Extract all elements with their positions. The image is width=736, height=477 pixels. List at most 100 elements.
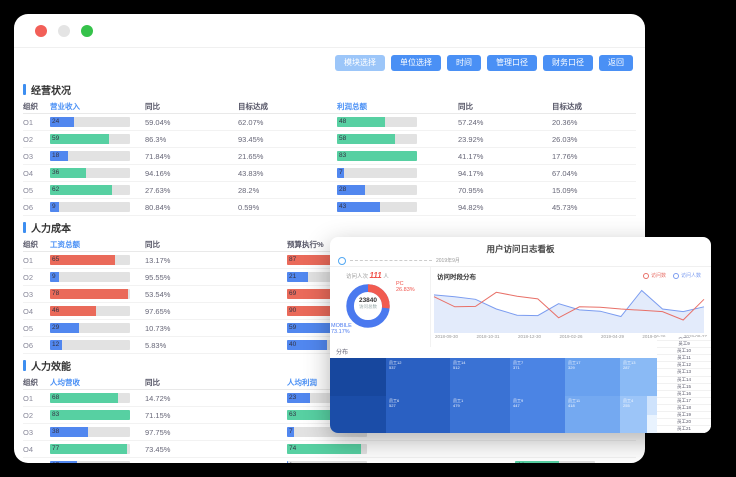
- treemap-cell[interactable]: 员工12 537: [386, 358, 450, 396]
- bar-track[interactable]: 87: [287, 255, 367, 265]
- treemap-cell[interactable]: 员工17 329: [565, 358, 620, 396]
- employee-list-item[interactable]: 员工21: [657, 426, 711, 433]
- bar-fill: [50, 185, 112, 195]
- bar-track[interactable]: 74: [287, 444, 367, 454]
- bar-track[interactable]: 12: [50, 340, 130, 350]
- toolbar-button-4[interactable]: 财务口径: [543, 55, 593, 71]
- treemap-title: 分布: [336, 350, 349, 356]
- toolbar: 模块选择 单位选择 时间 管理口径 财务口径 返回: [14, 48, 645, 78]
- treemap-cell[interactable]: 员工7 371: [510, 358, 565, 396]
- toolbar-button-5[interactable]: 返回: [599, 55, 633, 71]
- bar-fill: [50, 168, 86, 178]
- bar-fill: [50, 117, 74, 127]
- bar-track[interactable]: 29: [50, 323, 130, 333]
- bar-track[interactable]: 9: [50, 202, 130, 212]
- bar-track[interactable]: 59: [287, 323, 367, 333]
- employee-list-item[interactable]: 员工12: [657, 362, 711, 370]
- slider-track[interactable]: [350, 260, 432, 261]
- pct-value: 23.92%: [458, 134, 484, 144]
- treemap-cell[interactable]: 员工11 418: [565, 396, 620, 433]
- treemap-cell[interactable]: [330, 358, 386, 396]
- bar-track[interactable]: 90: [287, 306, 367, 316]
- visit-donut-chart[interactable]: 23840 访问总数: [345, 283, 391, 329]
- treemap-cell[interactable]: [647, 396, 657, 433]
- time-slider[interactable]: 2019年9月: [330, 255, 711, 267]
- col-header[interactable]: 工资总额: [50, 239, 80, 249]
- employee-list-item[interactable]: 员工15: [657, 384, 711, 391]
- bar-track[interactable]: 68: [50, 393, 130, 403]
- bar-cell: 29: [50, 323, 145, 333]
- bar-track[interactable]: 44: [515, 461, 595, 463]
- bar-track[interactable]: 83: [337, 151, 417, 161]
- toolbar-button-0[interactable]: 模块选择: [335, 55, 385, 71]
- bar-track[interactable]: 69: [287, 289, 367, 299]
- bar-track[interactable]: 18: [50, 151, 130, 161]
- employee-list-item[interactable]: 员工16: [657, 391, 711, 398]
- treemap-cell[interactable]: 员工13 287: [620, 358, 657, 396]
- visit-treemap[interactable]: 员工12 537 员工14 512 员工7 371 员工17 329 员工13 287 员工6 527…: [330, 358, 657, 433]
- bar-value: 38: [52, 428, 60, 435]
- bar-track[interactable]: 28: [337, 185, 417, 195]
- org-label: O4: [23, 306, 34, 316]
- treemap-cell[interactable]: 员工14 512: [450, 358, 510, 396]
- bar-track[interactable]: 46: [50, 306, 130, 316]
- employee-list-item[interactable]: 员工17: [657, 398, 711, 405]
- bar-track[interactable]: 59: [50, 134, 130, 144]
- bar-track[interactable]: 21: [287, 272, 367, 282]
- bar-track[interactable]: 65: [50, 255, 130, 265]
- bar-track[interactable]: 78: [50, 289, 130, 299]
- bar-track[interactable]: 9: [50, 272, 130, 282]
- treemap-cell[interactable]: 员工4 255: [620, 396, 647, 433]
- bar-track[interactable]: 58: [337, 134, 417, 144]
- employee-list-item[interactable]: 员工14: [657, 377, 711, 384]
- bar-track[interactable]: 36: [50, 168, 130, 178]
- employee-list-item[interactable]: 员工13: [657, 369, 711, 377]
- bar-fill: [337, 168, 344, 178]
- bar-track[interactable]: 63: [287, 410, 367, 420]
- treemap-cell[interactable]: 员工6 527: [386, 396, 450, 433]
- employee-list[interactable]: 员工8员工9员工10员工11员工12员工13员工14员工15员工16员工17员工…: [657, 337, 711, 433]
- bar-track[interactable]: 40: [287, 340, 367, 350]
- toolbar-button-1[interactable]: 单位选择: [391, 55, 441, 71]
- employee-list-item[interactable]: 员工18: [657, 405, 711, 413]
- bar-fill: [337, 134, 395, 144]
- minimize-window-button[interactable]: [58, 24, 70, 37]
- close-window-button[interactable]: [35, 24, 47, 37]
- line-chart[interactable]: [431, 282, 707, 334]
- bar-track[interactable]: 27: [50, 461, 130, 463]
- bar-track[interactable]: 38: [50, 427, 130, 437]
- treemap-cell[interactable]: [330, 396, 386, 433]
- employee-list-item[interactable]: 员工9: [657, 341, 711, 349]
- legend-item[interactable]: 访问人数: [672, 272, 701, 279]
- bar-track[interactable]: 77: [50, 444, 130, 454]
- bar-track[interactable]: 7: [337, 168, 417, 178]
- employee-list-item[interactable]: 员工19: [657, 412, 711, 420]
- col-header[interactable]: 人均利润: [287, 377, 317, 387]
- employee-list-item[interactable]: 员工8: [657, 337, 711, 342]
- bar-fill: [50, 202, 59, 212]
- toolbar-button-3[interactable]: 管理口径: [487, 55, 537, 71]
- bar-track[interactable]: 48: [337, 117, 417, 127]
- bar-value: 43: [339, 203, 347, 210]
- bar-track[interactable]: 62: [50, 185, 130, 195]
- slider-handle-icon[interactable]: [338, 256, 346, 265]
- col-header[interactable]: 人均营收: [50, 377, 80, 387]
- treemap-cell[interactable]: 员工1 479: [450, 396, 510, 433]
- bar-track[interactable]: 1: [287, 461, 367, 463]
- employee-list-item[interactable]: 员工10: [657, 348, 711, 356]
- employee-list-item[interactable]: 员工11: [657, 355, 711, 363]
- toolbar-button-2[interactable]: 时间: [447, 55, 481, 71]
- maximize-window-button[interactable]: [81, 24, 93, 37]
- bar-track[interactable]: 24: [50, 117, 130, 127]
- legend-item[interactable]: 访问数: [642, 272, 666, 279]
- col-header[interactable]: 利润总额: [337, 101, 367, 111]
- treemap-cell[interactable]: 员工9 447: [510, 396, 565, 433]
- col-header[interactable]: 营业收入: [50, 101, 80, 111]
- bar-track[interactable]: 83: [50, 410, 130, 420]
- x-tick-label: 2018-09-30: [435, 334, 459, 339]
- employee-list-item[interactable]: 员工20: [657, 419, 711, 427]
- bar-track[interactable]: 7: [287, 427, 367, 437]
- bar-track[interactable]: 43: [337, 202, 417, 212]
- bar-track[interactable]: 23: [287, 393, 367, 403]
- pct-value: 45.73%: [552, 202, 578, 212]
